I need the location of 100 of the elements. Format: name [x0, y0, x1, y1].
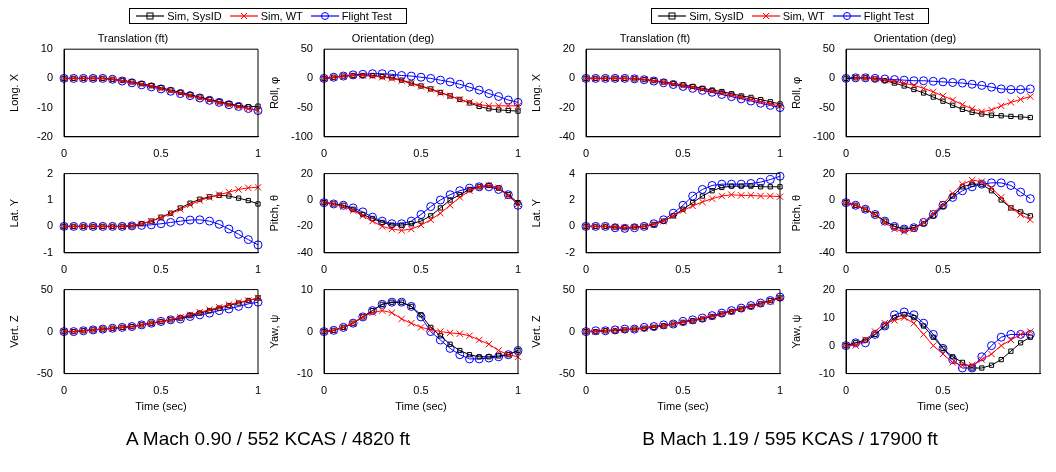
- point: [901, 83, 907, 89]
- x-axis-title: Time (sec): [657, 400, 709, 413]
- x-tick-label: 0.5: [413, 263, 429, 276]
- y-tick-label: 0: [568, 219, 575, 232]
- x-tick-label: 0: [842, 384, 850, 397]
- point: [446, 201, 454, 209]
- point: [957, 78, 967, 88]
- point: [1007, 336, 1015, 344]
- x-tick-label: 1: [514, 263, 522, 276]
- point: [378, 306, 386, 315]
- y-tick-label: 4: [568, 166, 575, 179]
- y-tick-label: -2: [565, 245, 575, 258]
- point: [485, 340, 493, 348]
- y-tick-label: 10: [300, 282, 313, 295]
- point: [967, 79, 977, 89]
- chart-title: Translation (ft): [619, 31, 691, 44]
- point: [968, 361, 976, 369]
- point: [747, 191, 755, 200]
- point: [910, 81, 918, 90]
- x-tick-label: 1: [254, 263, 262, 276]
- point: [996, 332, 1006, 342]
- x-tick-label: 0: [320, 263, 328, 276]
- y-axis-title: Vert. Z: [529, 315, 542, 348]
- point: [881, 319, 889, 327]
- point: [435, 335, 445, 345]
- point: [445, 77, 455, 87]
- point: [388, 309, 396, 317]
- point: [436, 209, 445, 217]
- y-tick-label: -40: [819, 245, 835, 258]
- y-axis-title: Roll, φ: [267, 76, 280, 110]
- point: [997, 102, 1005, 110]
- point: [465, 332, 474, 340]
- y-tick-label: 0: [828, 71, 835, 84]
- point: [699, 193, 706, 199]
- x-tick-label: 0: [582, 263, 590, 276]
- point: [504, 102, 512, 110]
- point: [900, 228, 908, 236]
- y-tick-label: -40: [297, 245, 313, 258]
- x-axis-title: Time (sec): [917, 400, 969, 413]
- point: [416, 210, 426, 220]
- point: [998, 356, 1004, 363]
- point: [1025, 84, 1035, 94]
- point: [494, 346, 503, 355]
- point: [996, 84, 1006, 94]
- point: [1027, 334, 1033, 340]
- point: [968, 176, 976, 184]
- point: [998, 113, 1004, 119]
- y-tick-label: -50: [37, 366, 53, 379]
- point: [909, 310, 919, 320]
- legend-label: Sim, WT: [260, 10, 303, 22]
- point: [957, 186, 967, 196]
- point: [958, 101, 967, 109]
- y-axis-title: Lat. Y: [529, 198, 542, 228]
- x-tick-label: 1: [514, 147, 522, 160]
- point: [234, 229, 244, 239]
- x-tick-label: 0.5: [413, 147, 429, 160]
- y-tick-label: 10: [822, 310, 835, 323]
- y-axis-title: Lat. Y: [7, 198, 20, 228]
- x-tick-label: 0.5: [935, 263, 951, 276]
- point: [899, 307, 909, 317]
- point: [514, 102, 522, 110]
- point: [513, 97, 523, 107]
- point: [1027, 114, 1033, 121]
- point: [156, 219, 166, 229]
- point: [253, 240, 263, 250]
- point: [1017, 340, 1024, 346]
- chart-title: Translation (ft): [97, 31, 169, 44]
- point: [466, 352, 473, 358]
- y-tick-label: -20: [297, 219, 313, 232]
- x-tick-label: 1: [254, 147, 262, 160]
- point: [736, 179, 746, 189]
- point: [939, 92, 947, 100]
- point: [446, 329, 454, 337]
- x-tick-label: 0.5: [675, 384, 691, 397]
- y-axis-title: Long. X: [529, 73, 542, 112]
- point: [668, 208, 678, 218]
- x-tick-label: 0: [320, 384, 328, 397]
- x-tick-label: 0.5: [413, 384, 429, 397]
- point: [950, 102, 956, 108]
- point: [494, 102, 503, 110]
- y-tick-label: -20: [37, 129, 53, 142]
- y-axis-title: Roll, φ: [789, 76, 802, 110]
- x-tick-label: 1: [776, 384, 784, 397]
- point: [689, 202, 697, 210]
- y-tick-label: 1: [46, 193, 53, 206]
- x-tick-label: 0.5: [675, 263, 691, 276]
- point: [417, 323, 425, 332]
- point: [718, 192, 726, 200]
- point: [698, 198, 707, 206]
- point: [1006, 85, 1016, 94]
- x-tick-label: 1: [776, 263, 784, 276]
- point: [958, 361, 967, 369]
- y-axis-title: Vert. Z: [7, 315, 20, 348]
- x-tick-label: 0: [60, 384, 68, 397]
- point: [418, 218, 424, 224]
- y-axis-title: Long. X: [7, 73, 20, 112]
- y-tick-label: 20: [300, 166, 313, 179]
- point: [748, 183, 754, 189]
- y-tick-label: 20: [562, 42, 575, 55]
- y-tick-label: -1: [43, 245, 53, 258]
